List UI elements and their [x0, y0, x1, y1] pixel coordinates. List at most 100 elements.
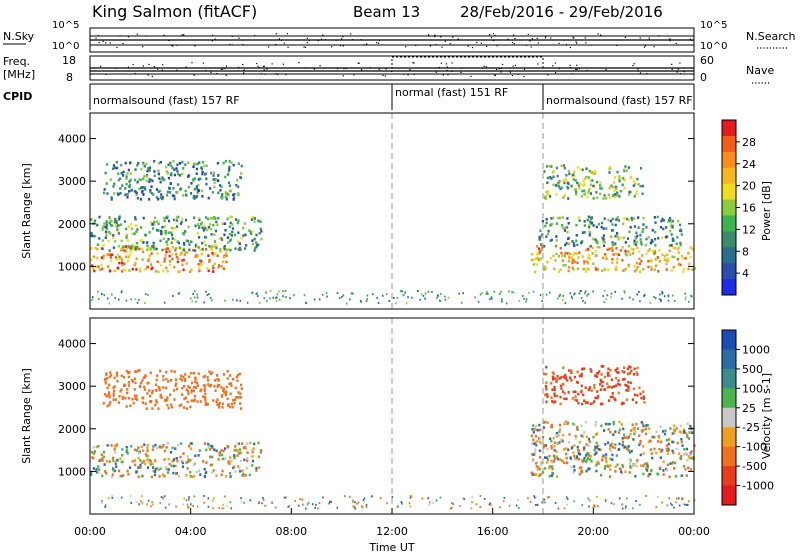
data-cell	[578, 466, 581, 470]
data-cell	[100, 263, 103, 267]
data-cell	[627, 244, 631, 248]
data-cell	[133, 377, 137, 381]
status-trace-point	[435, 71, 437, 73]
noise-cell	[322, 496, 324, 499]
noise-cell	[584, 301, 586, 304]
data-cell	[553, 385, 556, 389]
status-trace-point	[263, 69, 265, 71]
data-cell	[575, 456, 579, 459]
noise-cell	[421, 497, 424, 500]
data-cell	[545, 221, 548, 225]
data-cell	[625, 398, 629, 402]
data-cell	[142, 376, 145, 380]
data-cell	[537, 474, 540, 478]
data-cell	[134, 397, 137, 401]
noise-cell	[603, 301, 606, 304]
data-cell	[540, 442, 543, 446]
data-cell	[230, 234, 234, 237]
data-cell	[128, 246, 132, 249]
data-cell	[554, 244, 557, 248]
data-cell	[607, 193, 610, 196]
data-cell	[194, 255, 197, 259]
data-cell	[682, 257, 685, 260]
data-cell	[134, 168, 137, 171]
data-cell	[225, 260, 228, 264]
data-cell	[103, 222, 106, 225]
noise-cell	[230, 507, 233, 510]
data-cell	[693, 444, 696, 447]
data-cell	[214, 243, 217, 247]
status-trace-point	[147, 74, 149, 76]
data-cell	[124, 245, 127, 248]
data-cell	[621, 443, 624, 447]
data-cell	[551, 467, 554, 471]
data-cell	[646, 462, 649, 465]
data-cell	[680, 437, 683, 441]
data-cell	[682, 267, 685, 271]
data-cell	[544, 372, 547, 376]
data-cell	[559, 384, 562, 388]
data-cell	[660, 450, 663, 453]
data-cell	[568, 256, 571, 259]
data-cell	[125, 236, 128, 240]
data-cell	[149, 189, 152, 192]
data-cell	[633, 265, 636, 268]
data-cell	[689, 246, 692, 249]
data-cell	[190, 268, 193, 272]
status-trace-point	[555, 71, 557, 74]
data-cell	[616, 382, 620, 386]
data-cell	[583, 399, 586, 403]
data-cell	[174, 378, 178, 381]
data-cell	[148, 458, 151, 462]
data-cell	[636, 265, 639, 269]
noise-cell	[571, 297, 574, 300]
data-cell	[168, 462, 171, 466]
data-cell	[560, 376, 563, 379]
data-cell	[687, 251, 690, 255]
noise-cell	[246, 301, 249, 304]
noise-cell	[191, 300, 193, 303]
data-cell	[237, 442, 240, 445]
data-cell	[202, 384, 205, 387]
data-cell	[210, 463, 214, 467]
data-cell	[644, 432, 648, 436]
data-cell	[663, 254, 666, 258]
data-cell	[621, 258, 624, 262]
data-cell	[582, 179, 585, 183]
data-cell	[112, 269, 115, 273]
data-cell	[580, 374, 583, 378]
data-cell	[117, 193, 120, 196]
status-trace-point	[545, 36, 547, 38]
noise-cell	[661, 291, 663, 294]
noise-cell	[565, 496, 568, 499]
data-cell	[555, 222, 559, 225]
colorbar-swatch	[722, 135, 736, 153]
data-cell	[554, 184, 558, 187]
data-cell	[244, 247, 247, 250]
data-cell	[176, 257, 180, 260]
noise-cell	[556, 297, 559, 300]
data-cell	[650, 452, 653, 455]
noise-cell	[536, 503, 539, 506]
data-cell	[257, 219, 260, 223]
data-cell	[576, 243, 579, 247]
data-cell	[119, 187, 122, 190]
noise-cell	[475, 503, 478, 506]
noise-cell	[104, 505, 106, 508]
data-cell	[561, 226, 564, 230]
data-cell	[90, 471, 93, 475]
data-cell	[584, 175, 588, 179]
noise-cell	[613, 503, 615, 506]
noise-cell	[481, 292, 483, 295]
status-trace-point	[440, 62, 443, 64]
data-cell	[627, 445, 630, 448]
data-cell	[637, 250, 640, 253]
data-cell	[174, 472, 178, 476]
data-cell	[119, 457, 122, 460]
data-cell	[173, 398, 176, 401]
noise-cell	[342, 294, 345, 297]
status-trace-point	[679, 73, 682, 75]
data-cell	[650, 260, 653, 263]
data-cell	[572, 258, 575, 262]
data-cell	[231, 230, 234, 234]
